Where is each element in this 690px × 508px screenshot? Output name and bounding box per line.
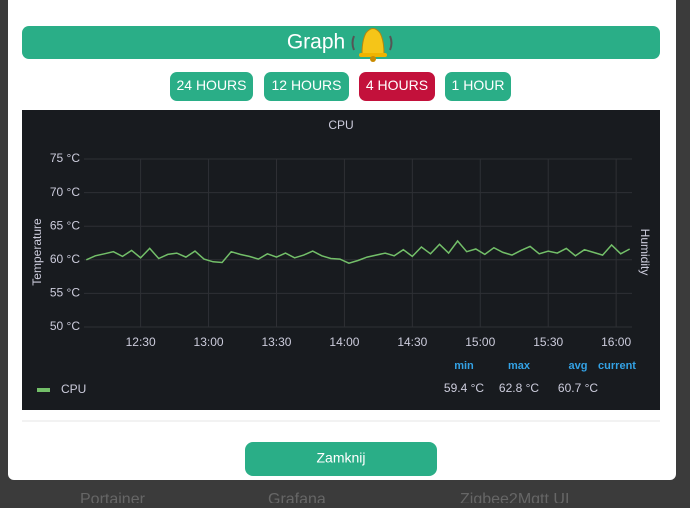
x-tick-label: 13:00 <box>194 335 224 349</box>
header-bar <box>22 26 660 59</box>
y-tick-label: 55 °C <box>50 286 80 300</box>
stat-value: 62.8 °C <box>499 381 539 395</box>
y-tick-label: 70 °C <box>50 185 80 199</box>
stat-header: current <box>598 360 636 372</box>
legend-swatch <box>37 388 50 392</box>
bg-link: Zigbee2Mqtt UI <box>460 491 569 503</box>
y-tick-label: 75 °C <box>50 151 80 165</box>
range-button-label[interactable]: 12 HOURS <box>271 77 341 93</box>
stat-value: 60.7 °C <box>558 381 598 395</box>
range-button-label[interactable]: 24 HOURS <box>176 77 246 93</box>
range-button[interactable] <box>359 72 435 101</box>
y-tick-label: 60 °C <box>50 252 80 266</box>
chart-title: CPU <box>328 118 353 132</box>
x-tick-label: 12:30 <box>126 335 156 349</box>
range-button-label[interactable]: 4 HOURS <box>366 77 428 93</box>
x-tick-label: 13:30 <box>261 335 291 349</box>
bg-link: Portainer <box>80 491 146 503</box>
close-button[interactable] <box>245 442 437 476</box>
range-button[interactable] <box>445 72 511 101</box>
line-series <box>85 239 631 264</box>
stat-header: max <box>508 360 531 372</box>
y2-axis-label: Humidity <box>638 229 652 276</box>
stat-header: min <box>454 360 474 372</box>
stat-value: 59.4 °C <box>444 381 484 395</box>
bell-icon <box>351 28 393 62</box>
modal-top <box>8 0 676 10</box>
range-button[interactable] <box>170 72 253 101</box>
close-button-label[interactable]: Zamknij <box>316 450 365 466</box>
y-axis-label: Temperature <box>30 218 44 286</box>
header-title: Graph <box>287 31 345 54</box>
x-tick-label: 15:00 <box>465 335 495 349</box>
x-tick-label: 15:30 <box>533 335 563 349</box>
x-tick-label: 14:00 <box>329 335 359 349</box>
x-tick-label: 14:30 <box>397 335 427 349</box>
legend-label: CPU <box>61 382 86 396</box>
range-button-label[interactable]: 1 HOUR <box>452 77 505 93</box>
x-tick-label: 16:00 <box>601 335 631 349</box>
range-button[interactable] <box>264 72 349 101</box>
y-tick-label: 50 °C <box>50 319 80 333</box>
y-tick-label: 65 °C <box>50 218 80 232</box>
stat-header: avg <box>569 360 588 372</box>
bg-link: Grafana <box>268 491 326 503</box>
